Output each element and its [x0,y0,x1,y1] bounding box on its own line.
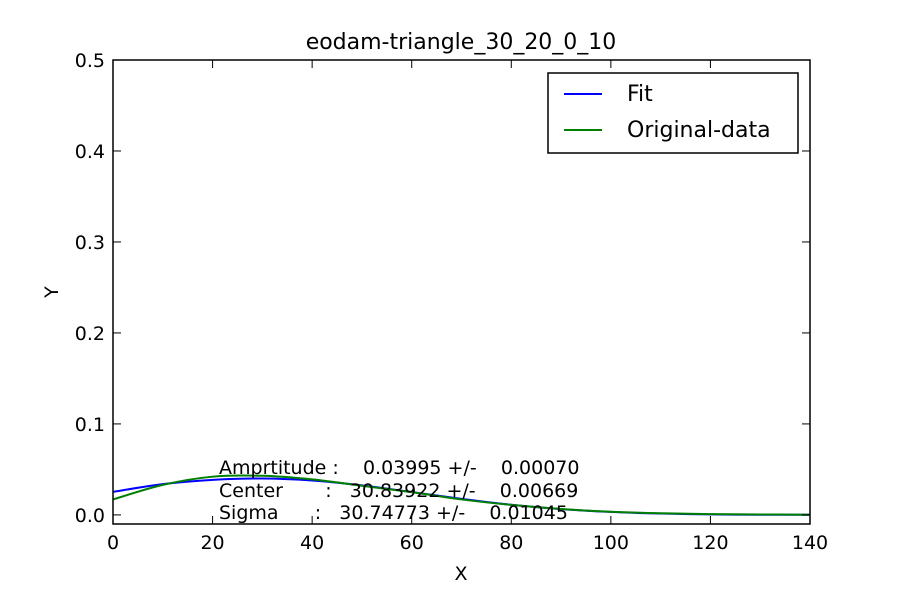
legend-label-fit: Fit [627,82,653,107]
legend-box [547,72,799,154]
legend-label-original-data: Original-data [627,118,771,143]
x-tick-label: 20 [200,532,224,554]
fit-parameters-annotation: Amprtitude : 0.03995 +/- 0.00070 Center … [219,457,579,524]
annotation-sigma: Sigma : 30.74773 +/- 0.01045 [219,502,568,524]
x-tick-label: 60 [400,532,424,554]
y-axis-label: Y [41,286,63,299]
x-tick-label: 40 [300,532,324,554]
series-layer [112,474,811,516]
x-tick-label: 100 [593,532,629,554]
x-tick-label: 0 [107,532,119,554]
x-tick-label: 80 [499,532,523,554]
plot-frame [112,59,811,525]
legend: Fit Original-data [547,72,799,154]
y-tick-label: 0.3 [75,232,105,254]
y-tick-label: 0.2 [75,323,105,345]
y-tick-label: 0.0 [75,505,105,527]
annotation-amplitude: Amprtitude : 0.03995 +/- 0.00070 [219,457,579,479]
series-line-original-data [112,474,811,516]
tick-labels: 0 20 40 60 80 100 120 140 0.0 0.1 0.2 0.3 0.4 0.5 [75,50,828,554]
y-tick-label: 0.5 [75,50,105,72]
x-tick-label: 140 [792,532,828,554]
y-tick-label: 0.4 [75,141,105,163]
ticks-layer [112,59,811,524]
x-tick-label: 120 [692,532,728,554]
x-axis-label: X [454,563,467,585]
y-tick-label: 0.1 [75,414,105,436]
chart-title: eodam-triangle_30_20_0_10 [306,30,617,55]
annotation-center: Center : 30.83922 +/- 0.00669 [219,480,578,502]
